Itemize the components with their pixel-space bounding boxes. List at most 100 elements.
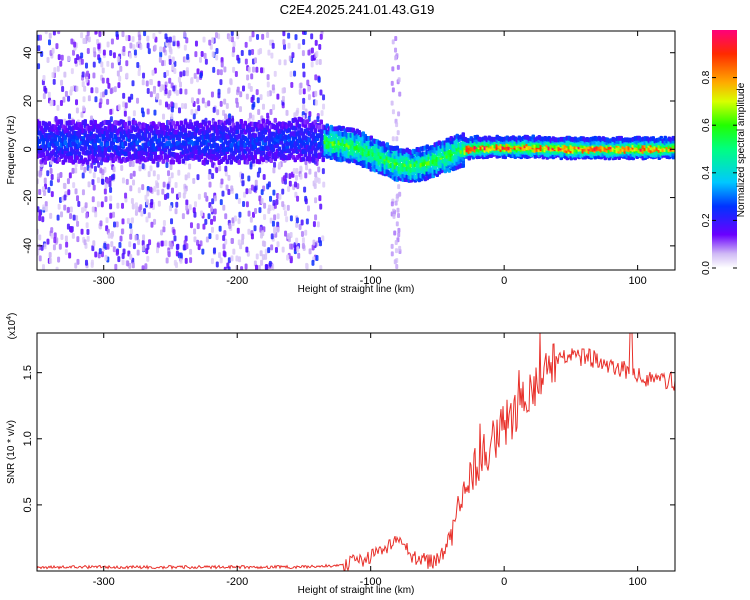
heatmap-cell [318, 195, 322, 202]
heatmap-cell [266, 90, 270, 97]
heatmap-cell [319, 33, 323, 40]
heatmap-cell [252, 101, 256, 108]
heatmap-cell [255, 264, 259, 270]
heatmap-cell [37, 249, 40, 256]
colorbar-label: Normalized spectral amplitude [736, 82, 747, 217]
heatmap-cell [233, 215, 237, 222]
heatmap-cell [227, 189, 231, 196]
heatmap-cell [302, 38, 306, 45]
heatmap-cell [102, 49, 106, 56]
heatmap-cell [164, 240, 168, 247]
heatmap-cell [122, 92, 126, 99]
y-tick-label: 1.0 [22, 431, 34, 446]
heatmap-cell [141, 184, 145, 191]
colorbar-tick-label: 0.6 [701, 118, 712, 132]
heatmap-cell [188, 204, 192, 211]
heatmap-cell [260, 67, 264, 74]
heatmap-cell [138, 165, 142, 172]
heatmap-cell [215, 48, 219, 55]
heatmap-cell [179, 88, 183, 95]
heatmap-cell [303, 31, 307, 36]
heatmap-cell [236, 227, 240, 234]
heatmap-cell [168, 77, 172, 84]
heatmap-cell [175, 201, 179, 208]
heatmap-cell [242, 85, 246, 92]
heatmap-cell [272, 167, 276, 174]
heatmap-cell [284, 230, 288, 237]
heatmap-cell [257, 264, 261, 270]
heatmap-cell [208, 168, 212, 175]
heatmap-cell [395, 263, 399, 269]
heatmap-cell [37, 63, 41, 70]
heatmap-cell [269, 108, 273, 115]
heatmap-cell [109, 195, 113, 202]
heatmap-cell [391, 136, 395, 142]
heatmap-cell [131, 262, 135, 269]
heatmap-cell [86, 228, 90, 235]
heatmap-cell [59, 196, 63, 203]
heatmap-cell [57, 31, 61, 35]
heatmap-cell [50, 191, 54, 198]
heatmap-cell [305, 119, 309, 125]
y-tick-label: -40 [22, 238, 34, 254]
heatmap-cell [235, 255, 239, 262]
heatmap-cell [75, 215, 79, 222]
heatmap-cell [392, 213, 396, 219]
heatmap-cell [146, 42, 150, 49]
heatmap-cell [182, 70, 186, 77]
heatmap-cell [60, 234, 64, 241]
heatmap-cell [185, 199, 189, 206]
heatmap-cell [72, 214, 76, 221]
colorbar-tick-label: 0.4 [701, 165, 712, 179]
heatmap-cell [164, 88, 168, 95]
heatmap-cell [230, 31, 234, 37]
heatmap-cell [250, 96, 254, 103]
heatmap-cell [288, 173, 292, 180]
heatmap-cell [185, 204, 189, 211]
heatmap-cell [82, 105, 86, 112]
heatmap-cell [314, 90, 318, 97]
heatmap-cell [307, 49, 311, 56]
heatmap-cell [144, 194, 148, 201]
heatmap-cell [100, 173, 104, 180]
heatmap-cell [160, 240, 164, 247]
heatmap-cell [169, 164, 173, 171]
heatmap-cell [251, 114, 255, 121]
heatmap-cell [53, 232, 57, 239]
heatmap-cell [100, 61, 104, 68]
x-tick-label: -300 [93, 275, 115, 287]
heatmap-cell [75, 85, 79, 92]
heatmap-cell [98, 31, 102, 38]
heatmap-cell [173, 235, 177, 242]
heatmap-cell [131, 80, 135, 87]
heatmap-cell [107, 232, 111, 239]
heatmap-cell [91, 245, 95, 252]
heatmap-cell [108, 181, 112, 188]
heatmap-cell [122, 46, 126, 53]
y-tick-label: -20 [22, 190, 34, 206]
heatmap-cell [251, 31, 255, 38]
heatmap-cell [222, 243, 226, 250]
heatmap-cell [302, 62, 306, 69]
heatmap-cell [218, 225, 222, 232]
heatmap-cell [461, 132, 465, 138]
heatmap-cell [159, 154, 163, 160]
heatmap-cell [156, 189, 160, 196]
heatmap-cell [247, 66, 251, 73]
heatmap-cell [125, 60, 129, 67]
x-tick-label: -100 [360, 275, 382, 287]
heatmap-cell [98, 248, 102, 255]
heatmap-cell [48, 32, 52, 39]
heatmap-cell [104, 254, 108, 261]
heatmap-cell [37, 206, 40, 213]
heatmap-cell [288, 55, 292, 62]
heatmap-cell [93, 119, 97, 125]
heatmap-cell [162, 220, 166, 227]
heatmap-cell [244, 58, 248, 65]
heatmap-cell [263, 240, 267, 247]
heatmap-cell [106, 98, 110, 105]
heatmap-cell [87, 181, 91, 188]
heatmap-cell [394, 55, 398, 61]
heatmap-cell [59, 119, 63, 125]
heatmap-cell [259, 250, 263, 257]
